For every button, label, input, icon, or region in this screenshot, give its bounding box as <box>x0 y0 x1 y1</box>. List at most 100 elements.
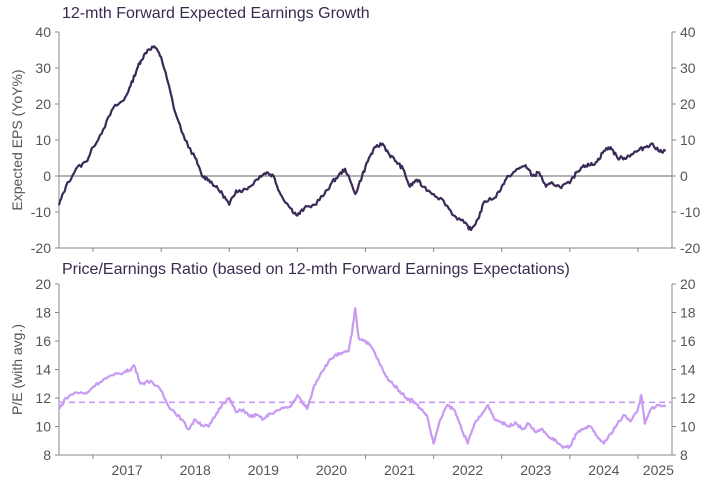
data-point-pe <box>85 392 87 395</box>
data-point-pe <box>419 407 421 409</box>
data-point-pe <box>133 364 135 367</box>
data-point-eps <box>409 186 411 188</box>
y-tick-label-left: 30 <box>35 60 51 76</box>
data-point-pe <box>248 415 251 418</box>
data-point-pe <box>541 428 544 431</box>
y-tick-label-right: 20 <box>680 96 696 112</box>
data-point-pe <box>371 347 374 349</box>
y-tick-label-left: 0 <box>43 168 51 184</box>
data-point-eps <box>85 160 87 163</box>
data-point-eps <box>279 193 282 195</box>
data-point-eps <box>395 160 398 163</box>
data-point-eps <box>402 168 404 170</box>
y-tick-label-right: 30 <box>680 60 696 76</box>
data-point-eps <box>569 182 571 184</box>
data-point-pe <box>589 425 592 428</box>
series-line-eps <box>57 45 666 232</box>
data-point-eps <box>174 110 176 112</box>
data-point-eps <box>194 157 196 159</box>
data-point-pe <box>555 440 557 442</box>
data-point-eps <box>323 193 326 195</box>
data-point-eps <box>500 186 503 188</box>
data-point-eps <box>92 146 94 148</box>
data-point-pe <box>242 408 244 411</box>
data-point-pe <box>385 375 387 378</box>
data-point-pe <box>596 435 598 438</box>
data-point-pe <box>320 371 323 374</box>
data-point-eps <box>235 189 237 192</box>
data-point-pe <box>313 384 316 387</box>
data-point-eps <box>664 150 666 152</box>
y-tick-label-right: 40 <box>680 24 696 40</box>
data-point-pe <box>473 422 476 425</box>
data-point-eps <box>453 214 455 217</box>
data-point-pe <box>75 391 77 394</box>
data-point-eps <box>507 175 510 177</box>
data-point-pe <box>214 414 217 416</box>
data-point-eps <box>463 222 466 224</box>
x-tick-label: 2018 <box>180 462 211 478</box>
data-point-eps <box>531 175 534 177</box>
data-point-pe <box>187 428 190 431</box>
data-point-pe <box>150 380 152 382</box>
data-point-pe <box>112 374 115 377</box>
data-point-eps <box>303 207 306 210</box>
data-point-pe <box>354 307 357 310</box>
data-point-pe <box>160 390 162 392</box>
data-point-pe <box>609 432 612 435</box>
x-tick-label: 2021 <box>384 462 415 478</box>
y-tick-label-left: -20 <box>31 240 51 256</box>
data-point-eps <box>443 200 445 202</box>
data-point-eps <box>242 189 244 192</box>
data-point-eps <box>650 142 653 145</box>
data-point-pe <box>194 418 196 421</box>
data-point-pe <box>446 404 449 406</box>
data-point-pe <box>347 350 350 352</box>
data-point-eps <box>582 164 585 166</box>
data-point-pe <box>466 442 469 445</box>
data-point-pe <box>664 405 666 408</box>
data-point-eps <box>167 81 169 84</box>
data-point-eps <box>432 193 435 195</box>
y-tick-label-left: 18 <box>35 305 51 321</box>
data-point-eps <box>330 182 333 184</box>
y-tick-label-left: 10 <box>35 419 51 435</box>
data-point-pe <box>334 354 336 357</box>
y-tick-label-right: 8 <box>680 447 688 463</box>
y-tick-label-left: 40 <box>35 24 51 40</box>
data-point-eps <box>388 153 391 156</box>
data-point-pe <box>657 404 660 406</box>
data-point-eps <box>354 193 357 195</box>
data-point-eps <box>609 146 612 148</box>
data-point-eps <box>160 56 162 58</box>
y-tick-label-left: 8 <box>43 447 51 463</box>
data-point-eps <box>221 193 224 195</box>
data-point-pe <box>201 424 203 426</box>
data-point-pe <box>174 411 176 414</box>
data-point-pe <box>221 402 224 405</box>
data-point-eps <box>139 60 142 62</box>
data-point-pe <box>208 425 210 428</box>
data-point-pe <box>637 408 639 411</box>
x-tick-label: 2019 <box>248 462 279 478</box>
y-tick-label-left: 10 <box>35 132 51 148</box>
data-point-pe <box>405 397 408 399</box>
data-point-pe <box>453 408 455 411</box>
data-point-eps <box>146 49 149 51</box>
data-point-pe <box>630 420 632 422</box>
data-point-pe <box>262 418 265 421</box>
data-point-eps <box>184 139 186 141</box>
data-point-eps <box>374 146 377 148</box>
data-point-pe <box>255 414 258 416</box>
data-point-pe <box>357 337 360 340</box>
data-point-eps <box>265 171 268 174</box>
data-point-pe <box>644 422 646 425</box>
y-tick-label-right: 0 <box>680 168 688 184</box>
data-point-eps <box>644 146 646 148</box>
y-tick-label-left: 14 <box>35 362 51 378</box>
data-point-pe <box>650 407 653 409</box>
data-point-pe <box>58 408 60 411</box>
data-point-pe <box>180 418 183 421</box>
